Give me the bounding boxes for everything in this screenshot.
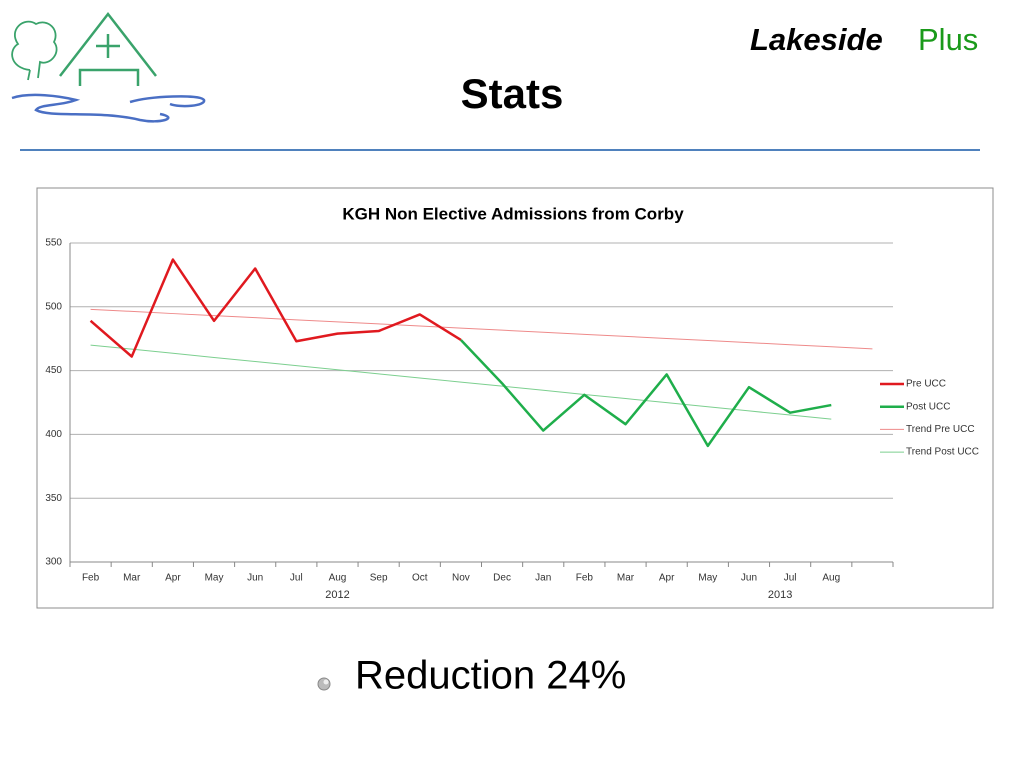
legend-label: Trend Post UCC	[906, 447, 979, 458]
series-line	[90, 344, 832, 420]
x-tick-label: Apr	[165, 573, 181, 584]
x-tick-label: Nov	[452, 573, 470, 584]
x-tick-label: Jul	[784, 573, 797, 584]
bullet-icon	[317, 677, 331, 691]
y-tick-label: 350	[45, 493, 62, 504]
logo	[11, 11, 206, 123]
x-group-label: 2012	[325, 589, 349, 601]
y-tick-label: 400	[45, 429, 62, 440]
x-tick-label: Feb	[82, 573, 100, 584]
series-line	[89, 258, 462, 358]
x-tick-label: Mar	[617, 573, 635, 584]
brand: Lakeside	[750, 22, 883, 57]
slide-title: Stats	[461, 70, 564, 117]
x-tick-label: Mar	[123, 573, 141, 584]
legend-label: Trend Pre UCC	[906, 424, 975, 435]
x-tick-label: Sep	[370, 573, 388, 584]
x-tick-label: Aug	[822, 573, 840, 584]
bullet-text: Reduction 24%	[355, 654, 626, 698]
x-tick-label: Apr	[659, 573, 675, 584]
x-tick-label: Jun	[741, 573, 757, 584]
x-tick-label: Oct	[412, 573, 428, 584]
x-tick-label: Jun	[247, 573, 263, 584]
x-tick-label: Aug	[329, 573, 347, 584]
chart: 300 350 400 450 500 550 Feb Mar Apr May Jun Jul Aug S…	[45, 238, 979, 601]
x-tick-label: May	[698, 573, 717, 584]
x-tick-label: Dec	[493, 573, 511, 584]
x-tick-label: Jul	[290, 573, 303, 584]
series-line	[460, 339, 832, 448]
x-tick-label: May	[205, 573, 224, 584]
y-tick-label: 300	[45, 557, 62, 568]
legend-label: Pre UCC	[906, 379, 946, 390]
legend-label: Post UCC	[906, 401, 950, 412]
y-tick-label: 450	[45, 365, 62, 376]
x-tick-label: Jan	[535, 573, 551, 584]
brand-suffix: Plus	[918, 22, 978, 57]
y-tick-label: 550	[45, 238, 62, 249]
x-tick-label: Feb	[576, 573, 594, 584]
y-tick-label: 500	[45, 301, 62, 312]
series-line	[90, 308, 873, 350]
x-group-label: 2013	[768, 589, 792, 601]
chart-title: KGH Non Elective Admissions from Corby	[342, 204, 684, 223]
